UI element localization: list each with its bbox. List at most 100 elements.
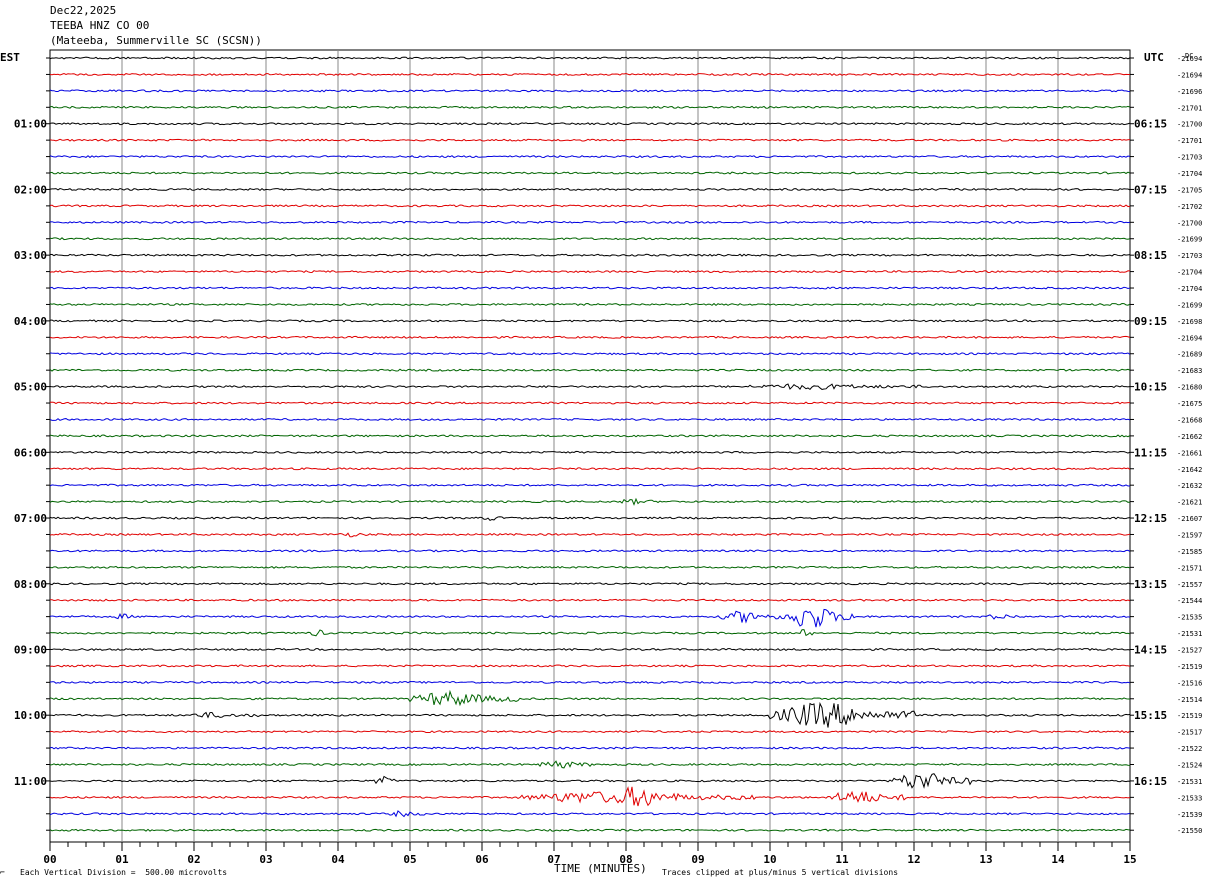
dc-offset-label: -21539 [1177, 811, 1202, 819]
trace-black [49, 701, 1131, 728]
right-hour-label: 09:15 [1134, 315, 1167, 328]
trace-blue [49, 89, 1131, 93]
dc-offset-label: -21701 [1177, 137, 1202, 145]
dc-offset-label: -21524 [1177, 761, 1202, 769]
x-tick-label: 13 [979, 853, 992, 866]
dc-offset-label: -21702 [1177, 203, 1202, 211]
left-hour-label: 01:00 [14, 118, 47, 131]
right-hour-label: 10:15 [1134, 381, 1167, 394]
dc-offset-label: -21550 [1177, 827, 1202, 835]
dc-offset-label: -21700 [1177, 121, 1202, 129]
trace-black [49, 253, 1131, 257]
dc-offset-label: -21694 [1177, 334, 1202, 342]
right-hour-label: 16:15 [1134, 775, 1167, 788]
dc-offset-label: -21632 [1177, 482, 1202, 490]
footer-corner-glyph: ⌐ [0, 868, 5, 877]
dc-offset-label: -21694 [1177, 55, 1202, 63]
x-tick-label: 08 [619, 853, 632, 866]
dc-offset-label: -21557 [1177, 581, 1202, 589]
left-hour-label: 02:00 [14, 183, 47, 196]
dc-offset-label: -21683 [1177, 367, 1202, 375]
trace-black [49, 582, 1131, 586]
trace-blue [49, 680, 1131, 684]
header-station: TEEBA HNZ CO 00 [50, 19, 150, 32]
dc-offset-label: -21699 [1177, 236, 1202, 244]
right-hour-label: 11:15 [1134, 446, 1167, 459]
trace-blue [49, 417, 1131, 421]
right-hour-label: 15:15 [1134, 709, 1167, 722]
dc-offset-label: -21516 [1177, 679, 1202, 687]
trace-red [49, 270, 1131, 274]
trace-black [49, 56, 1131, 60]
right-hour-label: 14:15 [1134, 643, 1167, 656]
left-hour-label: 03:00 [14, 249, 47, 262]
trace-red [49, 335, 1131, 339]
dc-offset-label: -21571 [1177, 564, 1202, 572]
trace-green [49, 171, 1131, 175]
right-hour-label: 08:15 [1134, 249, 1167, 262]
trace-green [49, 237, 1131, 241]
x-tick-label: 07 [547, 853, 560, 866]
x-tick-label: 00 [43, 853, 56, 866]
trace-blue [49, 220, 1131, 224]
left-hour-label: 11:00 [14, 775, 47, 788]
trace-blue [49, 286, 1131, 290]
x-axis-title: TIME (MINUTES) [554, 862, 647, 875]
left-hour-label: 05:00 [14, 381, 47, 394]
trace-black [49, 647, 1131, 651]
x-tick-label: 03 [259, 853, 272, 866]
trace-red [49, 401, 1131, 405]
trace-blue [49, 608, 1131, 628]
trace-green [49, 434, 1131, 438]
dc-offset-label: -21522 [1177, 745, 1202, 753]
clipping-note: Traces clipped at plus/minus 5 vertical … [662, 868, 899, 877]
trace-black [49, 383, 1131, 391]
dc-offset-label: -21689 [1177, 351, 1202, 359]
trace-red [49, 598, 1131, 602]
trace-black [49, 122, 1131, 126]
dc-offset-label: -21519 [1177, 663, 1202, 671]
trace-black [49, 450, 1131, 454]
dc-offset-label: -21621 [1177, 499, 1202, 507]
dc-offset-label: -21675 [1177, 400, 1202, 408]
trace-blue [49, 810, 1131, 818]
left-hour-label: 06:00 [14, 446, 47, 459]
dc-offset-label: -21701 [1177, 104, 1202, 112]
dc-offset-label: -21699 [1177, 301, 1202, 309]
dc-offset-label: -21585 [1177, 548, 1202, 556]
dc-offset-label: -21533 [1177, 794, 1202, 802]
right-timezone-label: UTC [1144, 51, 1164, 64]
trace-green [49, 689, 1131, 707]
trace-red [49, 138, 1131, 142]
trace-green [49, 302, 1131, 307]
dc-offset-label: -21704 [1177, 285, 1202, 293]
trace-blue [49, 155, 1131, 159]
trace-green [49, 565, 1131, 569]
right-hour-label: 12:15 [1134, 512, 1167, 525]
trace-blue [49, 483, 1131, 487]
dc-offset-label: -21698 [1177, 318, 1202, 326]
dc-offset-label: -21642 [1177, 466, 1202, 474]
trace-green [49, 105, 1131, 109]
dc-offset-label: -21700 [1177, 219, 1202, 227]
x-tick-label: 09 [691, 853, 704, 866]
dc-offset-label: -21531 [1177, 630, 1202, 638]
right-hour-label: 07:15 [1134, 183, 1167, 196]
trace-red [49, 467, 1131, 471]
trace-black [49, 516, 1131, 521]
dc-offset-label: -21527 [1177, 646, 1202, 654]
x-tick-label: 11 [835, 853, 849, 866]
dc-offset-label: -21517 [1177, 729, 1202, 737]
trace-green [49, 828, 1131, 832]
dc-offset-label: -21680 [1177, 384, 1202, 392]
dc-offset-label: -21544 [1177, 597, 1202, 605]
dc-offset-label: -21531 [1177, 778, 1202, 786]
x-tick-label: 12 [907, 853, 920, 866]
dc-offset-label: -21607 [1177, 515, 1202, 523]
header-date: Dec22,2025 [50, 4, 117, 17]
dc-offset-label: -21704 [1177, 170, 1202, 178]
trace-green [49, 760, 1131, 769]
x-tick-label: 06 [475, 853, 489, 866]
trace-black [49, 187, 1131, 191]
